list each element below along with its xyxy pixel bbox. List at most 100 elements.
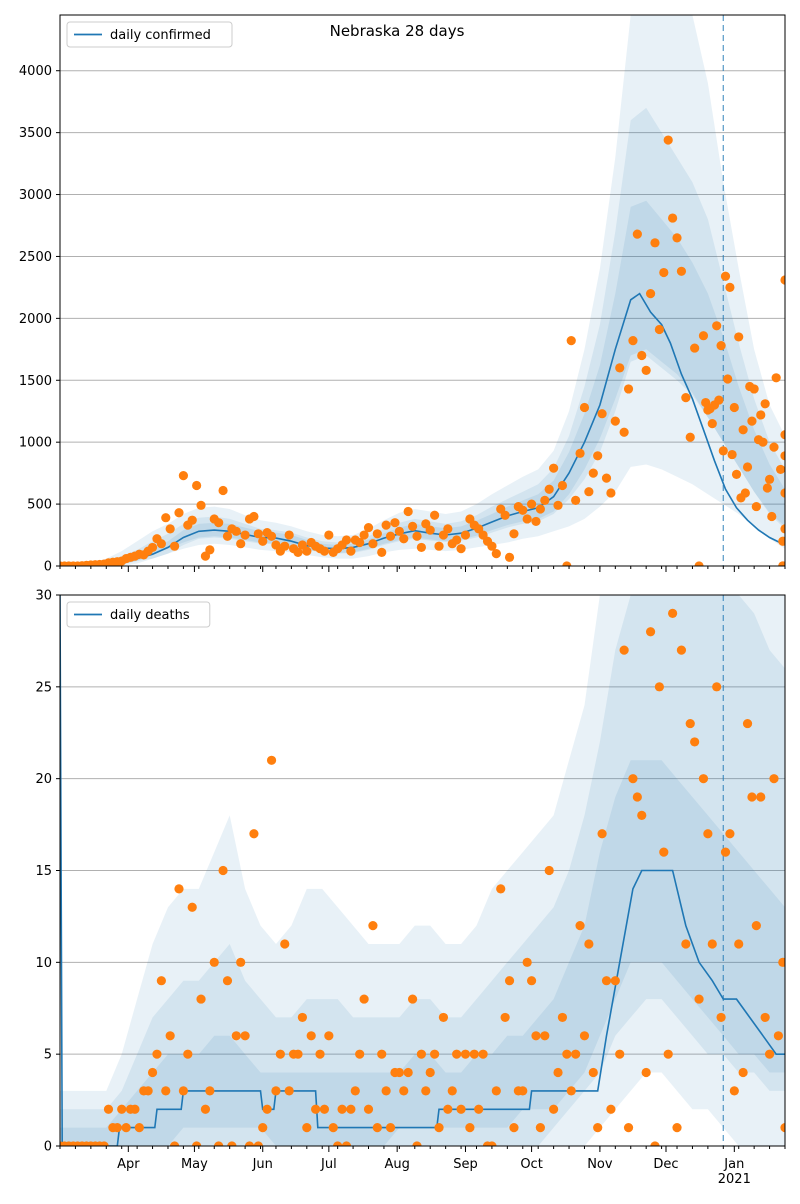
observed-point: [315, 1049, 325, 1059]
observed-point: [156, 539, 166, 549]
x-tick-label: Oct: [520, 1157, 542, 1172]
observed-point: [623, 1123, 634, 1133]
observed-point: [734, 332, 744, 342]
observed-point: [218, 865, 228, 876]
observed-point: [584, 939, 594, 949]
observed-point: [178, 471, 189, 481]
y-tick-label: 15: [35, 864, 52, 879]
y-tick-label: 20: [35, 772, 52, 787]
observed-point: [434, 1123, 444, 1133]
observed-point: [535, 504, 545, 514]
observed-point: [716, 1012, 726, 1023]
observed-point: [601, 473, 612, 483]
observed-point: [500, 1012, 510, 1023]
plot-area: [60, 595, 785, 1146]
observed-point: [698, 774, 709, 784]
observed-point: [663, 1049, 673, 1059]
observed-point: [496, 884, 506, 894]
band-outer: [60, 595, 785, 1146]
observed-point: [328, 1123, 338, 1133]
observed-point: [549, 463, 559, 473]
observed-point: [764, 1049, 775, 1059]
observed-point: [161, 513, 171, 523]
observed-point: [491, 549, 501, 559]
observed-point: [368, 921, 378, 931]
observed-point: [385, 1123, 396, 1133]
observed-point: [302, 546, 312, 556]
observed-point: [222, 976, 233, 986]
observed-point: [147, 1067, 158, 1078]
observed-point: [597, 829, 607, 839]
x-tick-label: Apr: [117, 1157, 140, 1172]
observed-point: [544, 865, 554, 876]
chart-title: Nebraska 28 days: [330, 22, 465, 40]
observed-point: [518, 505, 528, 515]
observed-point: [751, 501, 761, 512]
observed-point: [531, 516, 541, 527]
observed-point: [381, 1086, 391, 1096]
confirmed-panel: 0 500 1000 1500 2000 2500 3000 3500 4000 daily co…: [19, 14, 786, 575]
y-tick-label: 5: [44, 1048, 52, 1063]
observed-point: [716, 341, 726, 351]
observed-point: [747, 416, 757, 426]
legend-label: daily confirmed: [110, 28, 211, 43]
observed-point: [341, 1141, 352, 1146]
observed-point: [196, 994, 206, 1004]
observed-point: [478, 1049, 488, 1059]
observed-point: [659, 847, 669, 857]
observed-point: [575, 921, 585, 931]
observed-point: [280, 939, 290, 949]
observed-point: [668, 608, 678, 618]
observed-point: [751, 921, 761, 931]
observed-point: [474, 1104, 484, 1114]
observed-point: [650, 238, 660, 248]
observed-point: [619, 645, 629, 655]
observed-point: [205, 1086, 215, 1096]
observed-point: [778, 561, 785, 566]
observed-point: [452, 535, 462, 545]
observed-point: [707, 939, 717, 949]
observed-point: [460, 530, 471, 540]
observed-point: [606, 1104, 616, 1114]
legend: daily deaths: [66, 601, 211, 628]
observed-point: [764, 474, 775, 484]
legend-box: [66, 601, 211, 628]
observed-point: [452, 1049, 462, 1059]
observed-point: [363, 1104, 374, 1114]
observed-point: [571, 495, 581, 505]
observed-point: [403, 506, 413, 517]
observed-point: [685, 718, 695, 729]
observed-point: [610, 976, 620, 986]
observed-point: [161, 1086, 171, 1096]
observed-point: [742, 462, 753, 472]
observed-point: [341, 535, 352, 545]
observed-point: [676, 266, 687, 276]
observed-point: [231, 526, 241, 536]
legend: daily confirmed: [66, 21, 233, 48]
observed-point: [720, 847, 731, 857]
observed-point: [377, 1049, 387, 1059]
observed-point: [297, 1012, 308, 1023]
observed-point: [377, 547, 387, 557]
observed-point: [637, 350, 647, 361]
observed-point: [676, 645, 687, 655]
observed-point: [549, 1104, 559, 1114]
observed-point: [174, 884, 184, 894]
observed-point: [469, 1049, 479, 1059]
observed-point: [178, 1086, 189, 1096]
observed-point: [262, 1104, 272, 1114]
observed-point: [694, 994, 704, 1004]
observed-point: [430, 1049, 440, 1059]
observed-point: [606, 488, 616, 498]
observed-point: [399, 1086, 409, 1096]
observed-point: [615, 1049, 625, 1059]
observed-point: [258, 536, 268, 546]
observed-point: [579, 402, 590, 413]
observed-point: [346, 1104, 356, 1114]
observed-point: [394, 526, 404, 536]
observed-point: [742, 718, 753, 729]
observed-point: [650, 1141, 660, 1146]
observed-point: [284, 530, 294, 540]
y-tick-label: 1000: [19, 436, 52, 451]
